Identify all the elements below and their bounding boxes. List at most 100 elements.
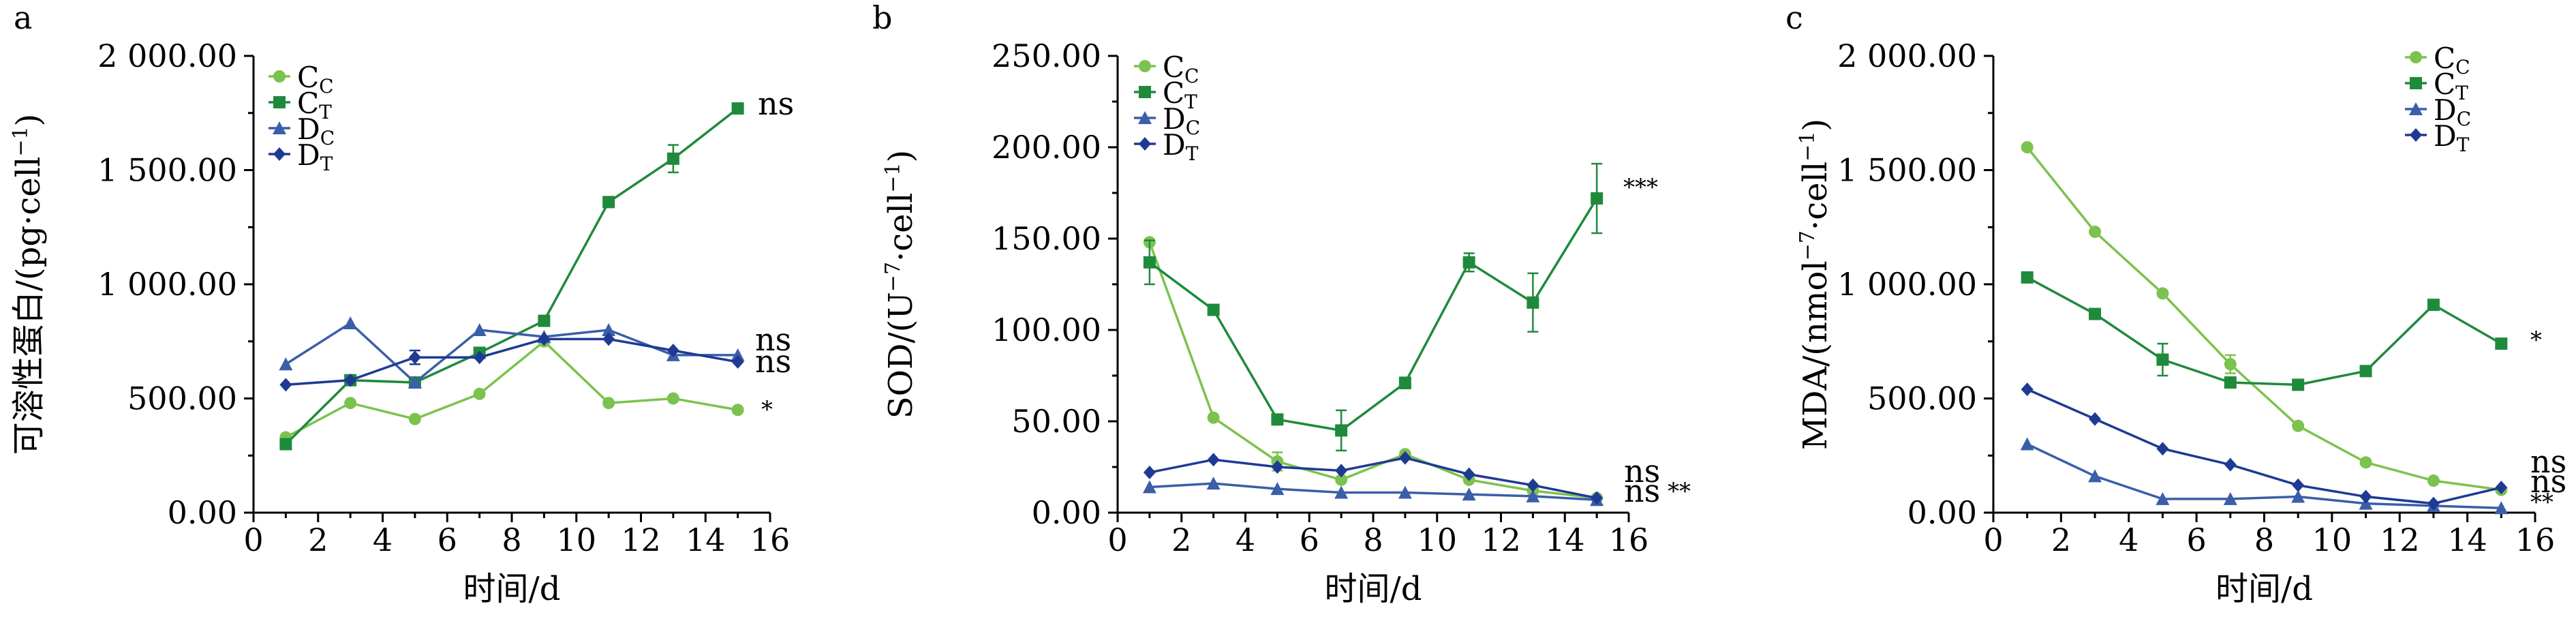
y-axis-label: SOD/(U−7·cell−1) [881,150,920,419]
legend-marker-Ct [273,96,286,108]
x-tick-label: 8 [502,522,521,558]
x-tick-label: 6 [2186,522,2206,558]
data-point-Dt [1271,460,1284,474]
legend-marker-Cc [1139,60,1151,72]
series-Dt [1143,451,1604,505]
x-tick-label: 14 [1545,522,1585,558]
legend-entry-Dt: DT [1163,128,1199,165]
data-point-Dc [602,323,616,336]
legend-marker-Ct [1139,86,1151,98]
x-tick-label: 16 [1609,522,1649,558]
data-point-Ct [1462,256,1475,269]
data-point-Dt [1591,491,1604,505]
x-axis-label: 时间/d [1325,570,1422,608]
x-tick-label: 12 [621,522,661,558]
data-point-Dt [2156,442,2169,456]
x-tick-label: 14 [686,522,726,558]
x-tick-label: 10 [556,522,596,558]
data-point-Ct [1207,303,1220,316]
legend-entry-Dc: DC [1163,102,1200,139]
data-point-Dc [731,348,745,361]
data-point-Cc [2427,474,2440,487]
x-tick-label: 2 [2051,522,2071,558]
data-point-Dt [602,332,615,346]
data-point-Dc [408,376,422,389]
data-point-Cc [2021,141,2034,153]
y-tick-label: 500.00 [1867,380,1977,417]
data-point-Ct [1335,424,1348,437]
y-tick-label: 200.00 [992,129,1101,166]
series-Ct [1143,162,1604,452]
x-tick-label: 12 [1481,522,1521,558]
significance-annotation: ** [1668,478,1691,505]
x-tick-label: 12 [2380,522,2420,558]
data-point-Dt [2224,457,2237,472]
data-point-Dt [1527,478,1539,492]
data-point-Ct [1527,296,1539,309]
data-point-Cc [602,397,615,410]
data-point-Cc [1207,411,1220,424]
x-tick-label: 8 [2254,522,2274,558]
data-point-Dt [2427,496,2440,511]
data-point-Dc [2223,492,2237,505]
y-tick-label: 2 000.00 [97,37,237,74]
series-line-Cc [1148,241,1597,500]
data-point-Dt [2021,382,2034,397]
significance-annotation: ns [755,343,791,380]
legend-marker-Dt [2410,128,2422,142]
y-tick-label: 500.00 [127,380,237,417]
x-tick-label: 8 [1363,522,1383,558]
series-line-Cc [2026,146,2502,492]
significance-annotation: ns [1624,453,1660,489]
y-tick-label: 2 000.00 [1837,37,1977,74]
legend-marker-Dc [2409,102,2423,115]
significance-annotation: ns [2530,443,2566,480]
data-point-Dt [2089,412,2102,426]
legend-marker-Dt [1139,137,1151,151]
data-point-Dt [1398,451,1411,465]
data-point-Dc [2291,489,2305,503]
data-point-Dc [1462,487,1476,501]
chart-panel-b: b 0 2 4 6 8 10 12 14 16 0.00 50.00 100.00 150.00 200.0… [872,0,1691,608]
panel-label: c [1785,0,1803,36]
data-point-Dt [2292,478,2305,492]
data-point-Cc [2292,419,2305,432]
x-tick-label: 6 [1300,522,1319,558]
data-point-Ct [2089,307,2102,320]
data-point-Ct [2292,378,2305,391]
data-point-Ct [1143,256,1156,269]
data-point-Ct [538,314,551,327]
y-tick-label: 1 500.00 [1837,152,1977,189]
data-point-Ct [731,102,744,115]
data-point-Dt [408,350,421,365]
data-point-Ct [2359,365,2372,378]
chart-panel-c: c 0 2 4 6 8 10 12 14 16 0.00 500.00 1 000.00 1 500.00… [1785,0,2566,608]
data-point-Dt [538,332,551,346]
series-Dt [279,332,744,392]
series-Ct [2021,271,2508,391]
data-point-Dc [2088,469,2102,483]
significance-annotation: ns [2530,463,2566,500]
y-tick-label: 0.00 [1032,494,1101,531]
data-point-Dt [1335,464,1348,478]
y-axis-label: MDA/(nmol−7·cell−1) [1796,119,1835,450]
legend-marker-Dc [1138,111,1152,124]
y-axis-label: 可溶性蛋白/(pg·cell−1) [9,114,48,455]
legend-entry-Ct: CT [297,87,332,123]
data-point-Ct [2156,353,2169,366]
data-point-Dt [2359,489,2372,504]
x-tick-label: 2 [1171,522,1191,558]
data-point-Dc [1206,477,1221,490]
series-line-Cc [285,339,738,438]
data-point-Cc [1335,473,1348,486]
data-point-Cc [731,404,744,417]
x-tick-label: 2 [308,522,328,558]
legend-entry-Cc: CC [297,61,334,97]
series-Dt [2021,382,2508,511]
data-point-Cc [344,397,357,410]
data-point-Dt [1462,467,1475,481]
data-point-Cc [473,387,486,400]
